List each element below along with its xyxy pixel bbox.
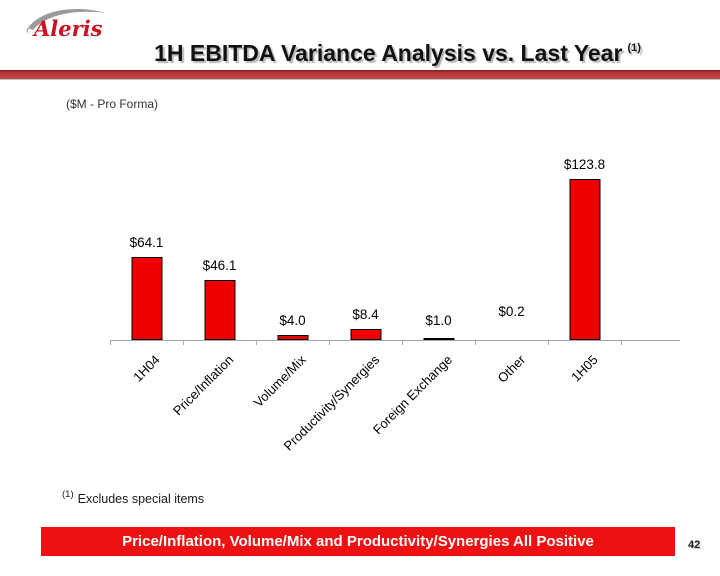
category-label: Other: [494, 352, 529, 386]
title-divider: [0, 70, 720, 80]
bar: [350, 329, 381, 340]
footnote-ref: (1): [62, 489, 74, 500]
chart-category-slot: $64.1 1H04: [110, 140, 183, 385]
bar-value-label: $1.0: [425, 313, 452, 328]
bar: [569, 179, 600, 340]
takeaway-banner: Price/Inflation, Volume/Mix and Producti…: [41, 527, 675, 556]
bar: [277, 335, 308, 340]
bar-value-label: $8.4: [352, 307, 379, 322]
chart-units-label: ($M - Pro Forma): [66, 97, 159, 111]
bar-value-label: $4.0: [279, 313, 306, 328]
aleris-logo: Aleris: [20, 6, 130, 50]
bar-value-label: $0.2: [498, 304, 525, 319]
bar-value-label: $123.8: [563, 157, 606, 172]
chart-category-slot: $0.2 Other: [475, 140, 548, 386]
logo-wordmark: Aleris: [34, 16, 103, 41]
chart-category-slot: $1.0 Foreign Exchange: [370, 140, 475, 437]
category-label: 1H04: [130, 352, 164, 385]
ebitda-variance-chart: $64.1 1H04 $46.1 Price/Inflation $4.0 Volume/…: [110, 140, 622, 454]
bar: [423, 338, 454, 340]
chart-category-slot: $123.8 1H05: [548, 140, 622, 385]
page-number: 42: [688, 539, 701, 551]
page-title-text: 1H EBITDA Variance Analysis vs. Last Yea…: [154, 40, 623, 66]
category-label: Foreign Exchange: [369, 352, 456, 438]
footnote: (1) Excludes special items: [62, 489, 205, 507]
bar: [131, 257, 162, 340]
x-axis-line: [110, 340, 680, 341]
chart-category-slot: $4.0 Volume/Mix: [251, 140, 329, 410]
bar-value-label: $46.1: [202, 258, 237, 273]
footnote-text: Excludes special items: [77, 492, 205, 507]
logo-swoosh-icon: [26, 9, 106, 33]
category-label: 1H05: [568, 352, 602, 385]
bar: [204, 280, 235, 340]
chart-category-slot: $8.4 Productivity/Synergies: [281, 140, 402, 454]
title-footnote-ref: (1): [627, 42, 641, 55]
chart-category-slot: $46.1 Price/Inflation: [170, 140, 256, 418]
page-title: 1H EBITDA Variance Analysis vs. Last Yea…: [85, 40, 710, 67]
bar-value-label: $64.1: [129, 235, 164, 250]
category-label: Volume/Mix: [250, 352, 310, 411]
category-label: Price/Inflation: [169, 352, 237, 419]
